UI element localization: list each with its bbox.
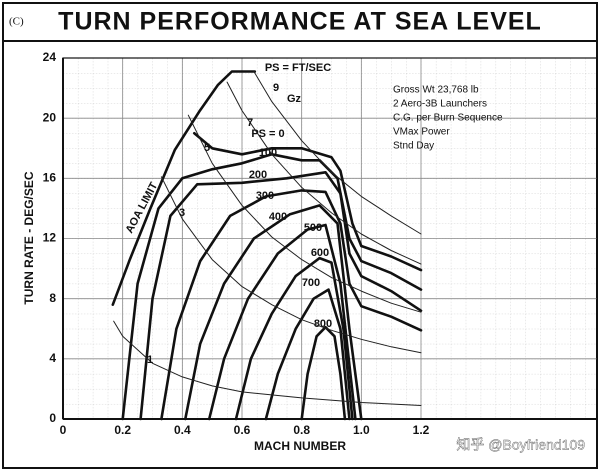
watermark: 知乎 @Boyfriend109 <box>456 437 585 453</box>
series-line <box>264 288 351 421</box>
y-tick-label: 4 <box>49 351 56 365</box>
series-line <box>207 223 357 421</box>
series-line <box>113 320 422 406</box>
series-line <box>139 171 423 421</box>
series-line <box>187 114 422 313</box>
series-label: 5 <box>204 142 210 154</box>
x-tick-label: 0.8 <box>293 423 310 437</box>
series-label: 1 <box>147 354 153 366</box>
series-label: 3 <box>179 207 185 219</box>
series-label: 300 <box>256 190 274 202</box>
x-axis-label: MACH NUMBER <box>254 439 346 453</box>
series-label: 500 <box>304 222 322 234</box>
series-line <box>300 325 347 421</box>
series-label: 800 <box>314 318 332 330</box>
y-tick-label: 0 <box>49 411 56 425</box>
x-tick-label: 0.4 <box>174 423 191 437</box>
series-line <box>193 131 423 272</box>
annotation: 2 Aero-3B Launchers <box>393 99 487 110</box>
series-label: 200 <box>249 169 267 181</box>
annotation: Gross Wt 23,768 lb <box>393 85 479 96</box>
series-line <box>160 189 423 421</box>
y-tick-label: 12 <box>43 231 57 245</box>
series-line <box>160 176 422 354</box>
series-label: 700 <box>302 277 320 289</box>
x-tick-label: 0.2 <box>114 423 131 437</box>
x-tick-label: 0 <box>60 423 67 437</box>
annotation: Gz <box>287 93 302 105</box>
annotation: PS = FT/SEC <box>265 62 331 74</box>
series-label: 400 <box>269 211 287 223</box>
series-line <box>121 153 423 421</box>
panel-label: (C) <box>9 16 24 28</box>
series-label: 7 <box>247 117 253 129</box>
annotation: C.G. per Burn Sequence <box>393 113 503 124</box>
series-label: 600 <box>311 247 329 259</box>
x-tick-label: 0.6 <box>234 423 251 437</box>
y-tick-label: 16 <box>43 171 57 185</box>
y-tick-label: 20 <box>43 110 57 124</box>
series-label: PS = 0 <box>251 128 284 140</box>
series-line <box>184 204 363 421</box>
annotation: Stnd Day <box>393 141 434 152</box>
chart-title: TURN PERFORMANCE AT SEA LEVEL <box>58 8 542 36</box>
series-line <box>253 71 422 235</box>
series-line <box>226 81 422 265</box>
y-tick-label: 24 <box>43 50 57 64</box>
x-tick-label: 1.2 <box>413 423 430 437</box>
y-axis-label: TURN RATE - DEG/SEC <box>22 171 36 304</box>
y-tick-label: 8 <box>49 291 56 305</box>
x-tick-label: 1.0 <box>353 423 370 437</box>
annotation: VMax Power <box>393 127 450 138</box>
series-line <box>111 70 257 306</box>
series-line <box>234 256 354 421</box>
series-label: 9 <box>273 82 279 94</box>
